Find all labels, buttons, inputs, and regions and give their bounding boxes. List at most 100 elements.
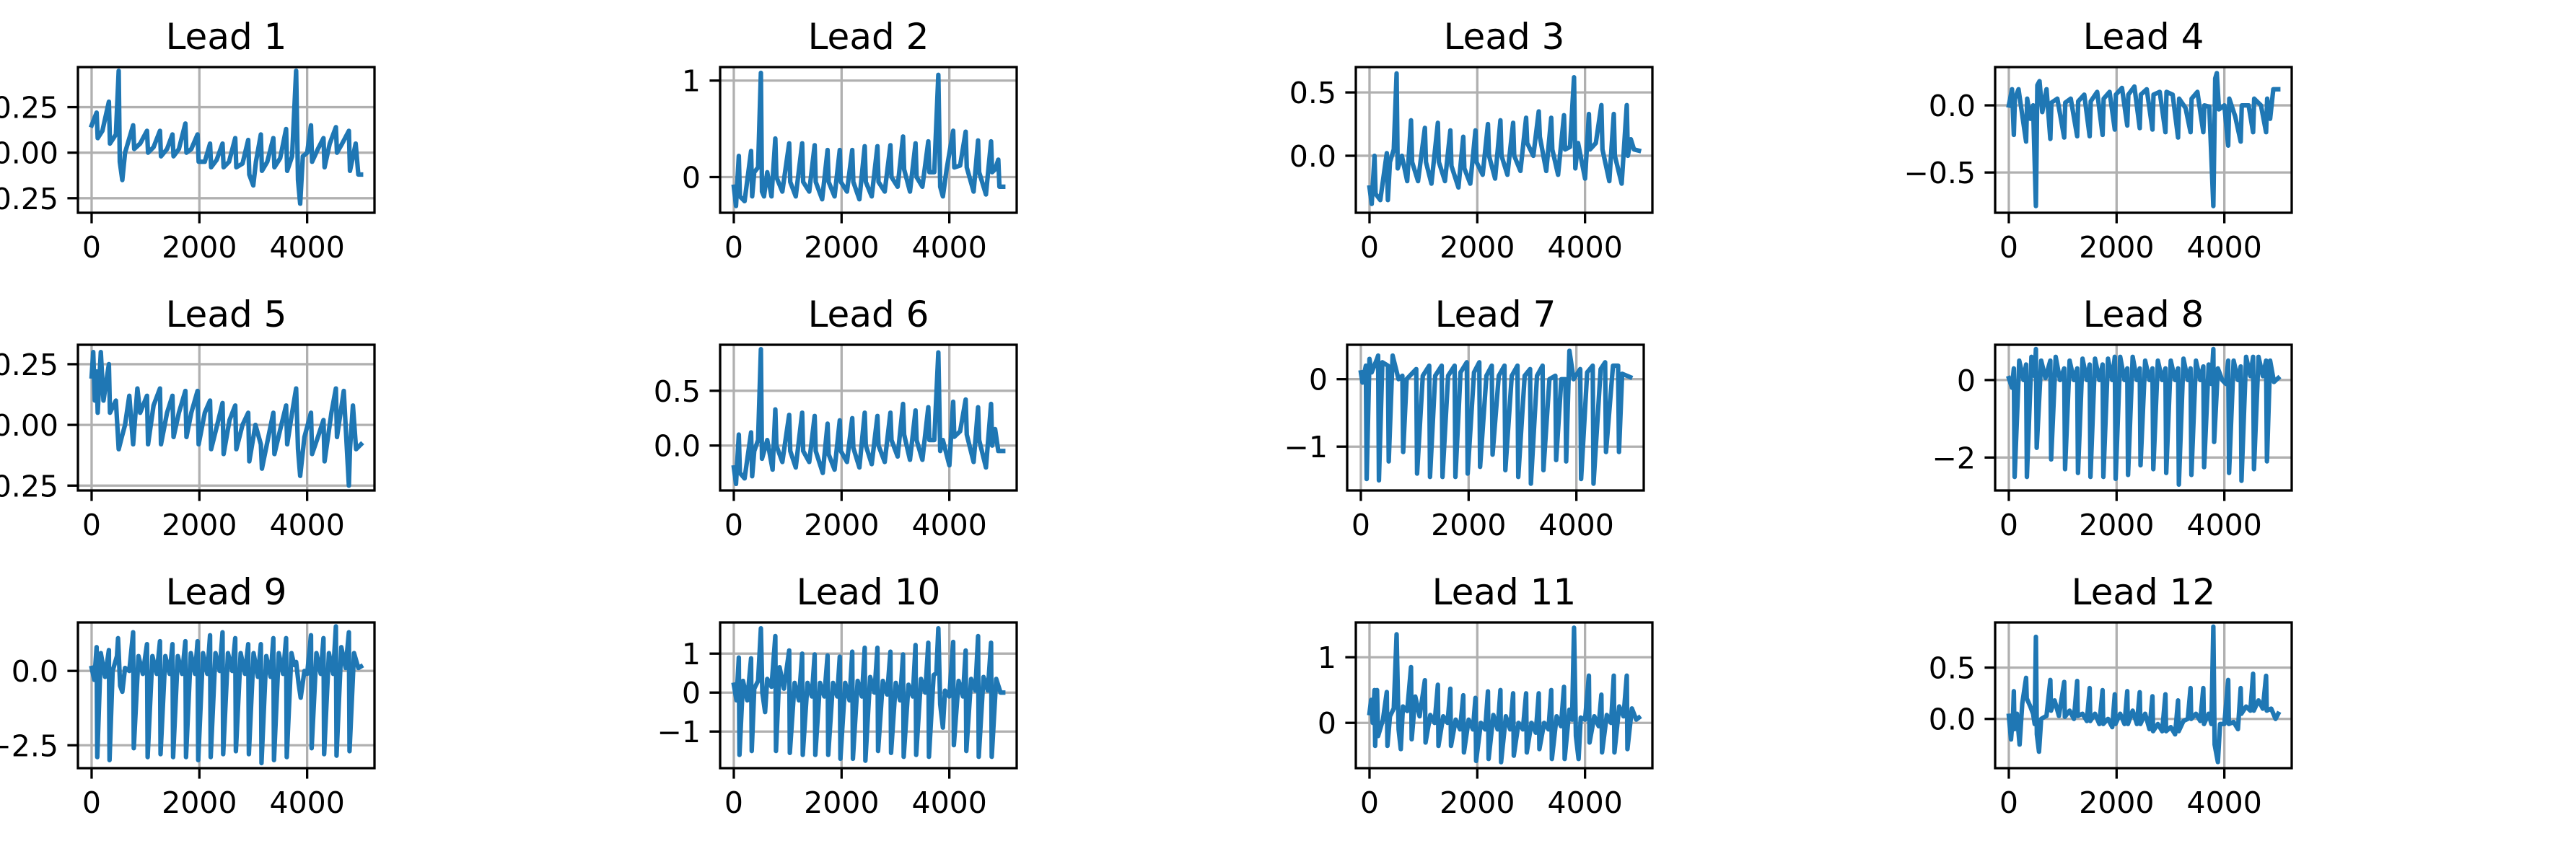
axes-frame: [76, 66, 376, 214]
y-tick-label: −0.25: [0, 182, 58, 216]
x-tick-label: 0: [724, 230, 743, 265]
x-tick-label: 4000: [269, 785, 344, 820]
subplot-title: Lead 7: [1435, 294, 1556, 335]
x-tick-label: 2000: [1440, 785, 1515, 820]
x-tick-label: 0: [1999, 785, 2018, 820]
subplot-title: Lead 8: [2083, 294, 2204, 335]
x-tick-label: 4000: [2186, 230, 2261, 265]
ecg-trace-line: [731, 70, 1006, 208]
axes-frame: [719, 621, 1018, 770]
x-tick-label: 2000: [804, 785, 879, 820]
x-tick-label: 2000: [2079, 785, 2154, 820]
y-tick-label: 0.25: [0, 348, 58, 382]
subplot-lead-12: 0 2000 4000 0.0 0.5 Lead 12: [1929, 571, 2293, 820]
x-tick-label: 0: [82, 230, 101, 265]
y-tick-label: 0: [682, 161, 701, 195]
x-tick-label: 4000: [1538, 508, 1613, 542]
x-tick-label: 0: [1351, 508, 1370, 542]
subplot-lead-4: 0 2000 4000 −0.5 0.0 Lead 4: [1903, 16, 2293, 265]
axes-frame: [1994, 343, 2293, 492]
y-tick-label: −0.5: [1903, 156, 1976, 190]
ecg-trace-line: [89, 624, 364, 766]
axes-frame: [719, 66, 1018, 214]
y-tick-label: 0.0: [12, 654, 58, 689]
subplot-lead-11: 0 2000 4000 0 1 Lead 11: [1318, 571, 1654, 820]
x-tick-label: 4000: [911, 508, 986, 542]
y-tick-label: 0: [1318, 706, 1336, 741]
x-tick-label: 4000: [1547, 785, 1622, 820]
x-tick-label: 0: [1360, 230, 1379, 265]
ecg-trace-line: [2006, 346, 2282, 488]
ecg-trace-line: [1367, 625, 1642, 765]
y-tick-label: −0.25: [0, 469, 58, 503]
x-tick-label: 2000: [2079, 508, 2154, 542]
y-tick-label: 1: [1318, 640, 1336, 675]
ecg-trace-line: [1358, 348, 1634, 486]
y-tick-label: 0.0: [1289, 139, 1336, 174]
x-tick-label: 0: [82, 508, 101, 542]
subplot-title: Lead 11: [1432, 571, 1577, 613]
x-tick-label: 2000: [1440, 230, 1515, 265]
x-tick-label: 2000: [162, 230, 237, 265]
x-tick-label: 4000: [269, 508, 344, 542]
subplot-lead-10: 0 2000 4000 −1 0 1 Lead 10: [657, 571, 1018, 820]
axes-frame: [1346, 343, 1645, 492]
axes-frame: [1994, 66, 2293, 214]
y-tick-label: −1: [1284, 430, 1328, 464]
axes-frame: [719, 343, 1018, 492]
y-tick-label: 0.5: [1289, 76, 1336, 110]
y-tick-label: 0: [1957, 364, 1976, 398]
subplot-lead-9: 0 2000 4000 −2.5 0.0 Lead 9: [0, 571, 376, 820]
y-tick-label: 0.0: [1929, 89, 1976, 123]
subplot-lead-3: 0 2000 4000 0.0 0.5 Lead 3: [1289, 16, 1654, 265]
subplot-title: Lead 9: [166, 571, 287, 613]
x-tick-label: 2000: [804, 508, 879, 542]
y-tick-label: 0: [682, 676, 701, 710]
y-tick-label: 0.5: [654, 374, 701, 409]
x-tick-label: 2000: [162, 508, 237, 542]
y-tick-label: 0.25: [0, 91, 58, 126]
subplot-title: Lead 5: [166, 294, 287, 335]
ecg-trace-line: [731, 625, 1006, 763]
subplot-title: Lead 4: [2083, 16, 2204, 58]
axes-frame: [76, 621, 376, 770]
subplot-title: Lead 2: [808, 16, 929, 58]
subplot-title: Lead 3: [1444, 16, 1565, 58]
subplot-title: Lead 1: [166, 16, 287, 58]
x-tick-label: 0: [1999, 508, 2018, 542]
subplot-lead-2: 0 2000 4000 0 1 Lead 2: [682, 16, 1018, 265]
axes-frame: [1994, 621, 2293, 770]
x-tick-label: 0: [724, 785, 743, 820]
ecg-trace-line: [88, 68, 364, 206]
y-tick-label: 0.0: [654, 429, 701, 464]
ecg-trace-line: [1367, 71, 1642, 206]
axes-frame: [76, 343, 376, 492]
subplot-lead-6: 0 2000 4000 0.0 0.5 Lead 6: [654, 294, 1018, 542]
x-tick-label: 4000: [911, 785, 986, 820]
ecg-trace-line: [2006, 624, 2282, 765]
x-tick-label: 0: [1999, 230, 2018, 265]
axes-frame: [1354, 66, 1654, 214]
axes-frame: [1354, 621, 1654, 770]
x-tick-label: 4000: [1547, 230, 1622, 265]
y-tick-label: 0: [1309, 363, 1328, 397]
ecg-trace-line: [89, 349, 364, 488]
ecg-trace-line: [2006, 71, 2281, 208]
subplot-title: Lead 12: [2072, 571, 2216, 613]
y-tick-label: −2.5: [0, 728, 58, 763]
y-tick-label: 0.0: [1929, 703, 1976, 737]
x-tick-label: 0: [724, 508, 743, 542]
y-tick-label: 0.00: [0, 408, 58, 443]
x-tick-label: 4000: [2186, 785, 2261, 820]
x-tick-label: 2000: [162, 785, 237, 820]
y-tick-label: 0.5: [1929, 651, 1976, 686]
x-tick-label: 2000: [1431, 508, 1506, 542]
subplot-title: Lead 6: [808, 294, 929, 335]
subplot-lead-8: 0 2000 4000 −2 0 Lead 8: [1932, 294, 2293, 542]
x-tick-label: 4000: [269, 230, 344, 265]
x-tick-label: 0: [1360, 785, 1379, 820]
x-tick-label: 2000: [804, 230, 879, 265]
x-tick-label: 4000: [2186, 508, 2261, 542]
y-tick-label: 1: [682, 637, 701, 672]
